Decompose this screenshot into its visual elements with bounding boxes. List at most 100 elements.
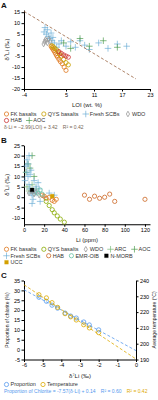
legend-label: Fresh SCBs bbox=[90, 111, 120, 117]
tick-mark bbox=[22, 320, 25, 321]
tick: 10 bbox=[14, 20, 24, 26]
panel: ProportionTemperatureProportion of Chlor… bbox=[1, 271, 157, 394]
tick: 23 bbox=[147, 89, 153, 98]
series bbox=[30, 188, 34, 192]
point bbox=[66, 55, 70, 59]
point bbox=[48, 30, 55, 37]
legend-item: HAB bbox=[4, 117, 22, 123]
tick-label: -1 bbox=[115, 362, 120, 368]
tick: 100 bbox=[121, 224, 130, 233]
series bbox=[49, 44, 68, 72]
plot-area bbox=[24, 11, 136, 79]
y-axis-title: δ⁷Li (‰) bbox=[4, 39, 10, 61]
legend: FK basaltsQYS basaltsWDOARCAOCFresh SCBs… bbox=[3, 246, 150, 265]
tick: -10 bbox=[12, 215, 24, 221]
legend-key bbox=[47, 254, 51, 258]
legend-label: ARC bbox=[115, 246, 127, 252]
legend-key bbox=[107, 246, 114, 253]
legend-label: Fresh SCBs bbox=[11, 253, 41, 259]
point bbox=[27, 171, 34, 178]
tick: 10 bbox=[14, 327, 24, 333]
point bbox=[87, 197, 91, 201]
legend-label: Proportion bbox=[11, 381, 36, 387]
tick: -5 bbox=[15, 53, 24, 59]
tick-label: 25 bbox=[14, 298, 20, 304]
tick: -5 bbox=[41, 360, 46, 369]
tick-label: 40 bbox=[62, 227, 68, 233]
legend-item: Fresh SCBs bbox=[82, 111, 119, 118]
point bbox=[22, 177, 29, 184]
tick-label: 0 bbox=[17, 42, 20, 48]
annotation: Proportion of Chlorite = -7.57(δ⁷Li) + 0… bbox=[4, 388, 96, 394]
plot-area bbox=[22, 152, 147, 224]
legend-label: HAB bbox=[11, 117, 23, 123]
point bbox=[123, 43, 130, 50]
tick-mark bbox=[22, 330, 25, 331]
tick-label: -5 bbox=[15, 357, 20, 363]
point bbox=[44, 26, 51, 33]
legend: ProportionTemperature bbox=[4, 381, 78, 387]
annotation: R² = 0.42 bbox=[127, 388, 148, 394]
tick: 230 bbox=[136, 294, 149, 300]
point bbox=[97, 196, 101, 200]
tick-mark bbox=[22, 56, 25, 57]
legend-label: EMR-OIB bbox=[75, 253, 99, 259]
tick-mark bbox=[22, 176, 25, 177]
series bbox=[36, 188, 44, 196]
legend-label: WDO bbox=[132, 111, 146, 117]
tick-label: 20 bbox=[42, 227, 48, 233]
legend-label: HAB bbox=[53, 253, 65, 259]
tick: -20 bbox=[12, 86, 24, 92]
legend-key bbox=[126, 111, 129, 117]
tick: 190 bbox=[136, 357, 149, 363]
point bbox=[60, 40, 67, 47]
tick-mark bbox=[22, 156, 25, 157]
tick-label: 60 bbox=[82, 227, 88, 233]
tick: 25 bbox=[14, 143, 24, 149]
tick-label: 25 bbox=[14, 143, 20, 149]
point bbox=[32, 191, 35, 197]
x-axis: 020406080100120 bbox=[23, 224, 151, 233]
point bbox=[29, 200, 36, 207]
point bbox=[108, 192, 112, 196]
tick: 15 bbox=[14, 9, 24, 15]
point bbox=[62, 220, 66, 224]
legend-key bbox=[82, 111, 89, 118]
y-axis-title: δ⁷Li (‰) bbox=[4, 174, 10, 196]
tick-label: -10 bbox=[12, 64, 20, 70]
tick: 0 bbox=[17, 347, 24, 353]
tick-label: 5 bbox=[17, 337, 20, 343]
tick-label: -6 bbox=[22, 362, 27, 368]
tick: 0 bbox=[17, 42, 24, 48]
tick-label: -20 bbox=[12, 86, 20, 92]
tick-label: 200 bbox=[140, 341, 149, 347]
tick-mark bbox=[22, 78, 25, 79]
tick: 80 bbox=[102, 224, 108, 233]
point bbox=[50, 208, 54, 212]
point bbox=[27, 186, 34, 193]
point bbox=[50, 44, 54, 48]
tick-mark bbox=[22, 34, 25, 35]
legend-label: FK basalts bbox=[11, 111, 37, 117]
tick: 5 bbox=[65, 89, 68, 98]
annotations: δ⁷Li = −2.99(LOI) + 3.42R² = 0.42 bbox=[4, 124, 84, 130]
axis-line bbox=[24, 281, 25, 360]
tick: 20 bbox=[14, 307, 24, 313]
tick: 5 bbox=[17, 184, 24, 190]
tick-label: 35 bbox=[14, 278, 20, 284]
x-axis-title: δ⁷Li (‰) bbox=[69, 373, 91, 379]
y-axis: -505101520253035 bbox=[14, 278, 25, 363]
point bbox=[100, 37, 107, 44]
legend-item: HAB bbox=[47, 253, 65, 259]
tick: 120 bbox=[141, 224, 150, 233]
legend-item: FK basalts bbox=[4, 246, 36, 252]
tick: -2 bbox=[97, 360, 102, 369]
tick-mark bbox=[22, 12, 25, 13]
legend-item: WDO bbox=[84, 246, 104, 252]
tick-label: -10 bbox=[12, 215, 20, 221]
y2-axis: 190200210220230240 bbox=[136, 278, 149, 363]
series bbox=[40, 193, 58, 203]
point bbox=[26, 152, 33, 159]
tick: 5 bbox=[17, 337, 24, 343]
tick-mark bbox=[22, 310, 25, 311]
